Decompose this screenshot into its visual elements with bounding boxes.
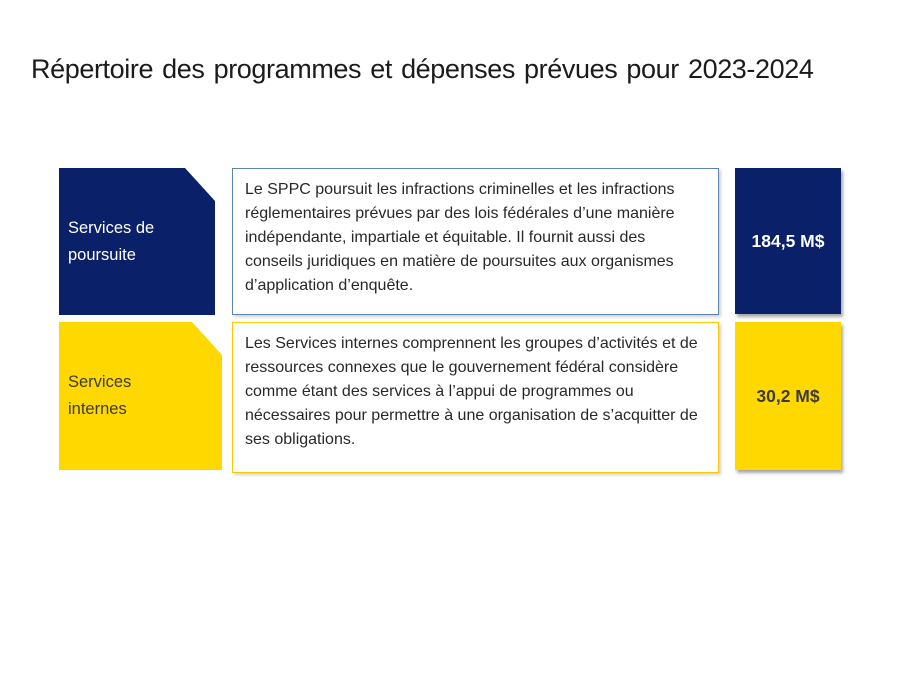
program-label-text: Services internes — [68, 373, 132, 418]
page-title: Répertoire des programmes et dépenses pr… — [31, 54, 814, 84]
planned-spending-box-services-internes: 30,2 M$ — [735, 322, 841, 470]
program-label-box-services-de-poursuite: Services de poursuite — [59, 168, 215, 315]
program-description-box-services-de-poursuite: Le SPPC poursuit les infractions crimine… — [232, 168, 719, 315]
program-label-box-services-internes: Services internes — [59, 322, 222, 470]
planned-spending-box-services-de-poursuite: 184,5 M$ — [735, 168, 841, 314]
program-description-box-services-internes: Les Services internes comprennent les gr… — [232, 322, 719, 473]
program-description-text: Les Services internes comprennent les gr… — [245, 335, 698, 448]
planned-spending-amount: 30,2 M$ — [756, 385, 820, 406]
planned-spending-amount: 184,5 M$ — [751, 230, 825, 251]
program-description-text: Le SPPC poursuit les infractions crimine… — [245, 181, 675, 294]
program-label-text: Services de poursuite — [68, 218, 155, 264]
